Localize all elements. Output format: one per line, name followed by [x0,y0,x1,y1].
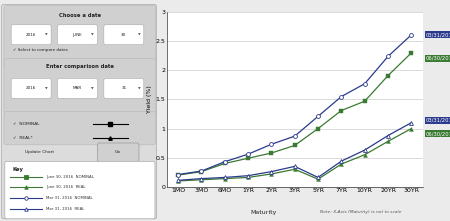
FancyBboxPatch shape [104,78,144,98]
FancyBboxPatch shape [11,25,51,45]
Text: Maturity: Maturity [251,210,277,215]
FancyBboxPatch shape [5,161,155,219]
Text: ▼: ▼ [91,86,94,90]
Text: Key: Key [13,167,24,171]
Text: June 30, 2016  REAL: June 30, 2016 REAL [46,185,86,189]
Text: 06/30/2016: 06/30/2016 [426,56,450,61]
FancyBboxPatch shape [11,78,51,98]
FancyBboxPatch shape [98,143,139,162]
Text: 03/31/2016: 03/31/2016 [426,118,450,123]
Text: JUNE: JUNE [72,33,82,37]
Text: Choose a date: Choose a date [59,13,101,18]
Text: ▼: ▼ [45,33,48,37]
Text: 30: 30 [121,33,126,37]
FancyBboxPatch shape [4,112,156,145]
Text: Mar 31, 2016  NOMINAL: Mar 31, 2016 NOMINAL [46,196,93,200]
Text: 31: 31 [121,86,126,90]
Text: 06/30/2016: 06/30/2016 [426,131,450,136]
Text: 03/31/2016: 03/31/2016 [426,32,450,37]
Text: Update Chart: Update Chart [25,151,54,154]
Text: ▼: ▼ [91,33,94,37]
Text: ✓  NOMINAL: ✓ NOMINAL [13,122,40,126]
FancyBboxPatch shape [58,78,98,98]
Text: ▼: ▼ [45,86,48,90]
FancyBboxPatch shape [58,25,98,45]
Text: Enter comparison date: Enter comparison date [46,64,114,69]
Text: 2016: 2016 [26,33,36,37]
FancyBboxPatch shape [4,6,156,70]
Text: ✓ Select to compare dates: ✓ Select to compare dates [13,48,68,52]
Text: Mar 31, 2016  REAL: Mar 31, 2016 REAL [46,207,85,211]
Text: ✓  REAL*: ✓ REAL* [13,136,32,140]
FancyBboxPatch shape [4,59,156,114]
Text: ▼: ▼ [138,86,140,90]
Text: Note: X-Axis (Maturity) is not to scale: Note: X-Axis (Maturity) is not to scale [320,210,402,214]
Y-axis label: Yield (%): Yield (%) [148,86,153,113]
Text: MAR: MAR [73,86,82,90]
Text: June 30, 2016  NOMINAL: June 30, 2016 NOMINAL [46,175,94,179]
Text: 2016: 2016 [26,86,36,90]
FancyBboxPatch shape [104,25,144,45]
FancyBboxPatch shape [2,4,157,219]
Text: Go: Go [115,150,121,154]
Text: ▼: ▼ [138,33,140,37]
